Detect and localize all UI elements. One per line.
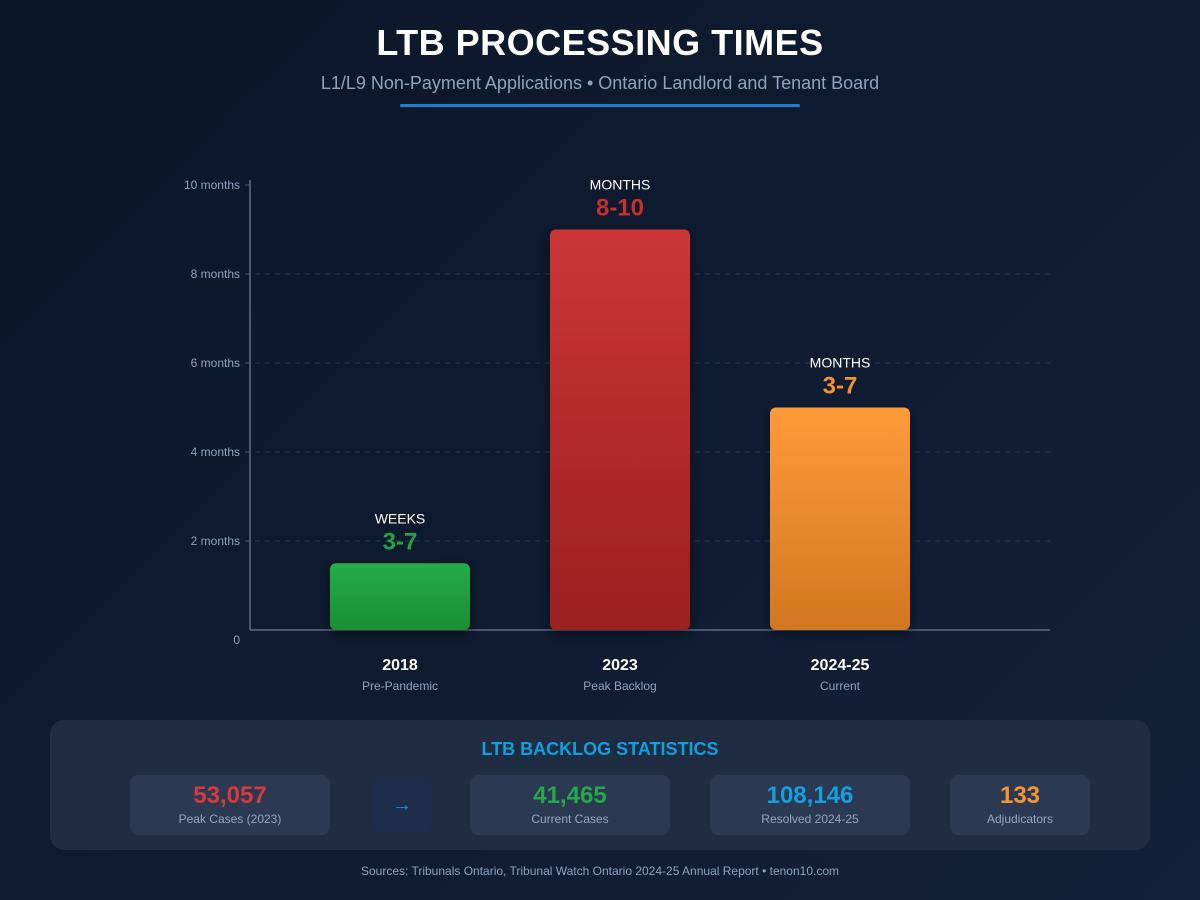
stat-label: Resolved 2024-25 xyxy=(761,812,859,826)
title-underline xyxy=(400,104,800,107)
x-category-sublabel: Peak Backlog xyxy=(583,679,656,693)
bar-value-label: 3-7 xyxy=(383,528,418,555)
backlog-stats-panel: LTB BACKLOG STATISTICS 53,057 Peak Cases… xyxy=(50,720,1150,850)
stat-value: 133 xyxy=(999,782,1041,809)
x-category-sublabel: Current xyxy=(820,679,861,693)
y-tick-label: 4 months xyxy=(191,445,240,459)
bar-unit-label: MONTHS xyxy=(810,355,871,371)
stat-card-resolved: 108,146 Resolved 2024-25 xyxy=(710,775,910,835)
stat-card-current-cases: 41,465 Current Cases xyxy=(470,775,670,835)
sources-footer: Sources: Tribunals Ontario, Tribunal Wat… xyxy=(360,864,840,878)
bar-2024-25 xyxy=(770,407,910,630)
bar-2018 xyxy=(330,563,470,630)
y-tick-label: 2 months xyxy=(191,534,240,548)
x-category-label: 2024-25 xyxy=(811,657,870,674)
page-title: LTB PROCESSING TIMES xyxy=(376,22,824,63)
stat-card-peak-cases: 53,057 Peak Cases (2023) xyxy=(130,775,330,835)
stat-label: Current Cases xyxy=(531,812,609,826)
y-tick-label: 10 months xyxy=(184,178,240,192)
x-category-sublabel: Pre-Pandemic xyxy=(362,679,438,693)
stats-title: LTB BACKLOG STATISTICS xyxy=(481,739,719,759)
stat-card-adjudicators: 133 Adjudicators xyxy=(950,775,1090,835)
y-tick-label: 8 months xyxy=(191,267,240,281)
bar-value-label: 3-7 xyxy=(823,373,858,400)
x-category-label: 2023 xyxy=(602,657,638,674)
bar-chart: 0 2 months 4 months 6 months 8 months 10 mont… xyxy=(184,177,1050,693)
stat-value: 108,146 xyxy=(766,782,854,809)
y-tick-label: 0 xyxy=(233,633,240,647)
stat-value: 53,057 xyxy=(193,782,267,809)
x-category-label: 2018 xyxy=(382,657,418,674)
bar-unit-label: MONTHS xyxy=(590,177,651,193)
bar-2023 xyxy=(550,229,690,630)
bar-unit-label: WEEKS xyxy=(375,510,426,526)
page-subtitle: L1/L9 Non-Payment Applications • Ontario… xyxy=(320,73,880,93)
stat-label: Peak Cases (2023) xyxy=(178,812,282,826)
bar-value-label: 8-10 xyxy=(596,195,644,222)
y-tick-label: 6 months xyxy=(191,356,240,370)
stat-value: 41,465 xyxy=(533,782,607,809)
arrow-right-icon: → xyxy=(372,777,432,833)
stat-label: Adjudicators xyxy=(986,812,1054,826)
